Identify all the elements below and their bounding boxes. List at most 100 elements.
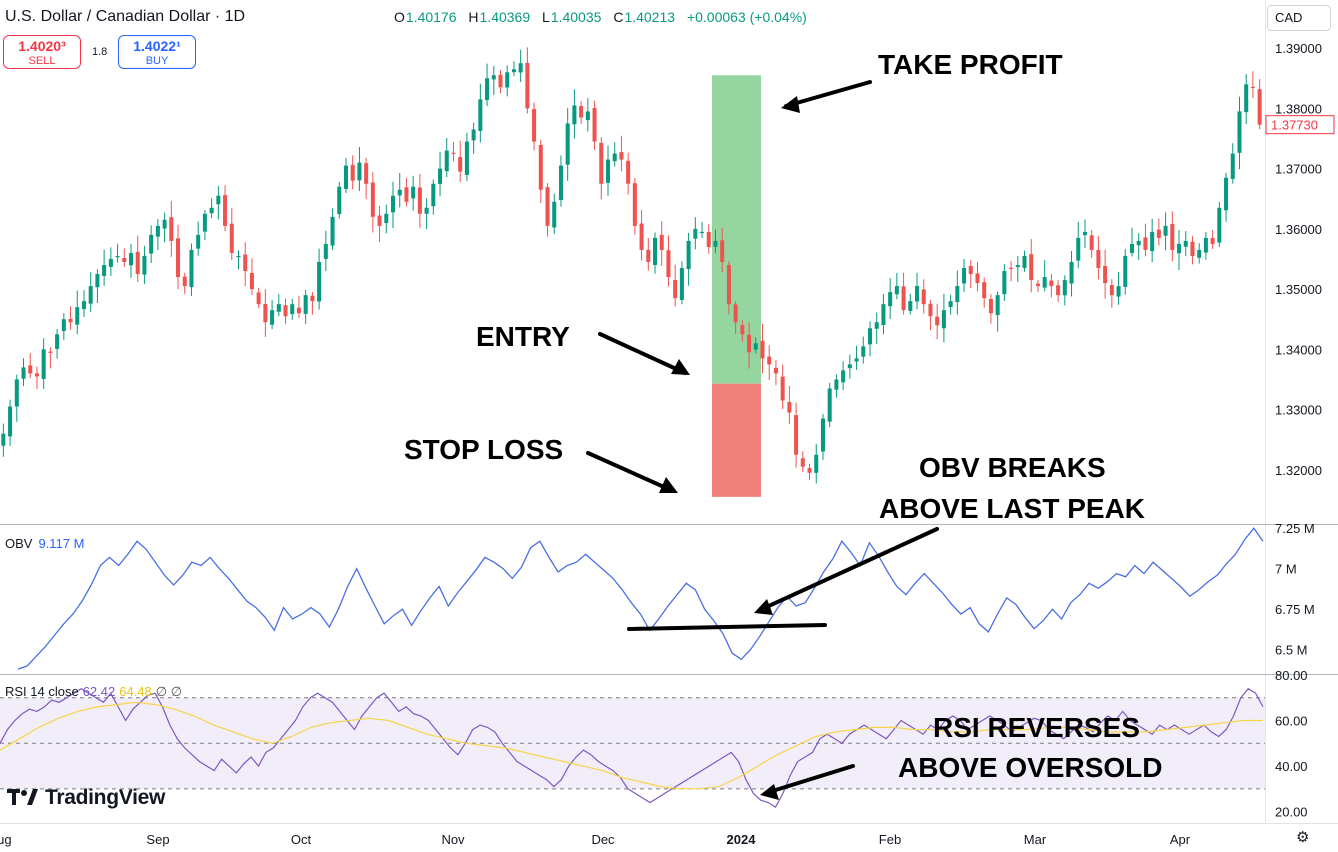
symbol-title[interactable]: U.S. Dollar / Canadian Dollar · 1D — [5, 8, 246, 25]
candle-body — [767, 356, 772, 365]
rsi-legend-extra: ∅ ∅ — [155, 684, 183, 699]
stop-loss-zone — [712, 383, 761, 497]
candle-body — [854, 358, 859, 362]
candle-body — [1116, 286, 1121, 297]
candle-body — [1230, 153, 1235, 179]
candle-body — [1183, 240, 1188, 247]
candle-body — [780, 376, 785, 401]
obv-legend[interactable]: OBV 9.117 M — [5, 536, 84, 551]
obv-pane — [17, 527, 1264, 670]
candle-body — [75, 307, 80, 325]
candle-body — [1203, 237, 1208, 253]
candle-body — [585, 111, 590, 121]
candle-body — [935, 316, 940, 326]
candle-body — [921, 289, 926, 305]
candle-body — [176, 238, 181, 278]
candle-body — [1177, 243, 1182, 254]
rsi-legend[interactable]: RSI 14 close 62.42 64.48 ∅ ∅ — [5, 684, 182, 700]
settings-gear-icon[interactable]: ⚙ — [1296, 829, 1310, 846]
time-axis-tick: Oct — [291, 832, 312, 847]
candle-body — [451, 152, 456, 154]
low-key: L — [542, 9, 550, 25]
candle-body — [323, 243, 328, 259]
candle-body — [962, 268, 967, 284]
candle-body — [1096, 249, 1101, 269]
candle-body — [572, 105, 577, 125]
candle-body — [1170, 224, 1175, 250]
candle-body — [1062, 280, 1067, 296]
axes: 1.39000 1.38000 1.37000 1.36000 1.35000 1.340… — [0, 41, 1335, 847]
candle-body — [1049, 280, 1054, 287]
candle-body — [155, 225, 160, 237]
candle-body — [471, 129, 476, 141]
candle-body — [693, 228, 698, 239]
candle-body — [532, 109, 537, 142]
time-axis-tick: Feb — [879, 832, 901, 847]
time-axis-tick: Sep — [146, 832, 169, 847]
sell-label: SELL — [28, 55, 56, 67]
buy-price: 1.4022¹ — [133, 38, 181, 54]
currency-select[interactable]: CAD — [1267, 5, 1331, 31]
candle-body — [679, 268, 684, 300]
candle-body — [485, 78, 490, 101]
ohlc-readout: O1.40176 H1.40369 L1.40035 C1.40213 +0.0… — [394, 9, 807, 25]
candle-body — [55, 334, 60, 349]
candle-body — [901, 286, 906, 311]
obv-axis-tick: 7 M — [1275, 562, 1297, 577]
obv-axis-tick: 7.25 M — [1275, 521, 1315, 536]
candle-body — [787, 401, 792, 413]
candle-body — [652, 237, 658, 265]
candle-body — [619, 152, 624, 160]
candle-body — [14, 379, 19, 407]
candle-body — [1, 433, 6, 446]
candle-body — [41, 349, 46, 379]
candle-body — [88, 286, 93, 304]
candle-body — [1143, 237, 1148, 250]
obv-breakout-line — [627, 623, 827, 631]
candle-body — [108, 258, 113, 267]
candle-body — [545, 187, 550, 226]
candle-body — [626, 160, 631, 184]
candle-body — [1103, 266, 1108, 284]
candle-body — [1035, 283, 1040, 287]
candle-body — [397, 189, 402, 196]
rsi-axis-tick: 20.00 — [1275, 805, 1308, 820]
candle-body — [639, 223, 644, 250]
candle-body — [706, 232, 711, 247]
candle-body — [565, 123, 570, 165]
buy-button[interactable]: 1.4022¹ BUY — [118, 35, 196, 69]
candle-body — [881, 304, 886, 326]
candle-body — [874, 322, 879, 329]
candle-body — [659, 234, 664, 250]
candle-body — [1109, 285, 1114, 296]
candle-body — [270, 310, 275, 325]
candle-body — [700, 231, 705, 234]
candle-body — [505, 72, 510, 88]
candle-body — [169, 217, 174, 241]
candle-body — [236, 255, 241, 258]
candle-body — [196, 234, 201, 249]
tradingview-logo[interactable]: TradingView — [7, 786, 165, 810]
candle-body — [1009, 267, 1014, 269]
stop-loss-arrow — [586, 451, 675, 493]
candle-body — [1076, 237, 1081, 261]
candle-body — [303, 295, 308, 314]
sell-button[interactable]: 1.4020³ SELL — [3, 35, 81, 69]
candle-body — [982, 282, 987, 299]
rsi-pane — [0, 687, 1264, 808]
candle-body — [296, 307, 301, 314]
stop-loss-arrowhead — [659, 477, 678, 493]
candle-body — [68, 318, 73, 323]
candle-body — [726, 264, 731, 305]
candle-body — [760, 340, 765, 359]
candle-body — [377, 215, 382, 226]
rsi-annotation-line2: ABOVE OVERSOLD — [898, 752, 1162, 783]
trade-zones — [712, 75, 761, 497]
obv-legend-label: OBV — [5, 536, 33, 551]
obv-arrow — [758, 527, 939, 612]
candle-body — [558, 165, 563, 201]
candle-body — [431, 183, 436, 207]
candle-body — [1197, 249, 1202, 258]
candle-body — [834, 379, 839, 390]
